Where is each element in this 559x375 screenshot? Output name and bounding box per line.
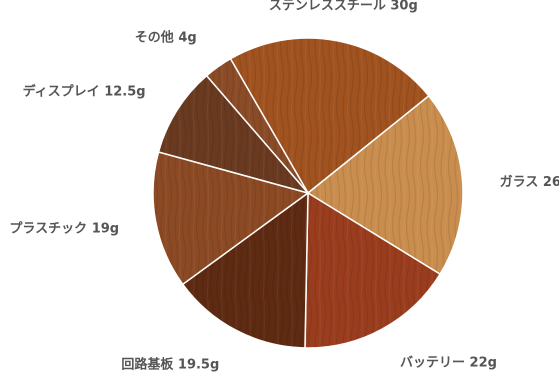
slice-label: ガラス 26g	[500, 175, 559, 190]
slice-label: プラスチック 19g	[9, 222, 119, 237]
slice-label: 回路基板 19.5g	[121, 356, 219, 372]
slice-label: バッテリー 22g	[400, 356, 497, 371]
pie-slice	[205, 57, 309, 194]
pie-slice	[157, 74, 311, 195]
pie-slice	[152, 151, 310, 286]
slice-label: その他 4g	[135, 30, 197, 46]
pie-slice	[229, 37, 430, 195]
slice-label: ステンレススチール 30g	[269, 0, 418, 13]
pie-slice	[306, 94, 464, 276]
pie-slice	[304, 191, 442, 349]
pie-slice	[181, 191, 309, 349]
slice-label: ディスプレイ 12.5g	[23, 84, 146, 100]
